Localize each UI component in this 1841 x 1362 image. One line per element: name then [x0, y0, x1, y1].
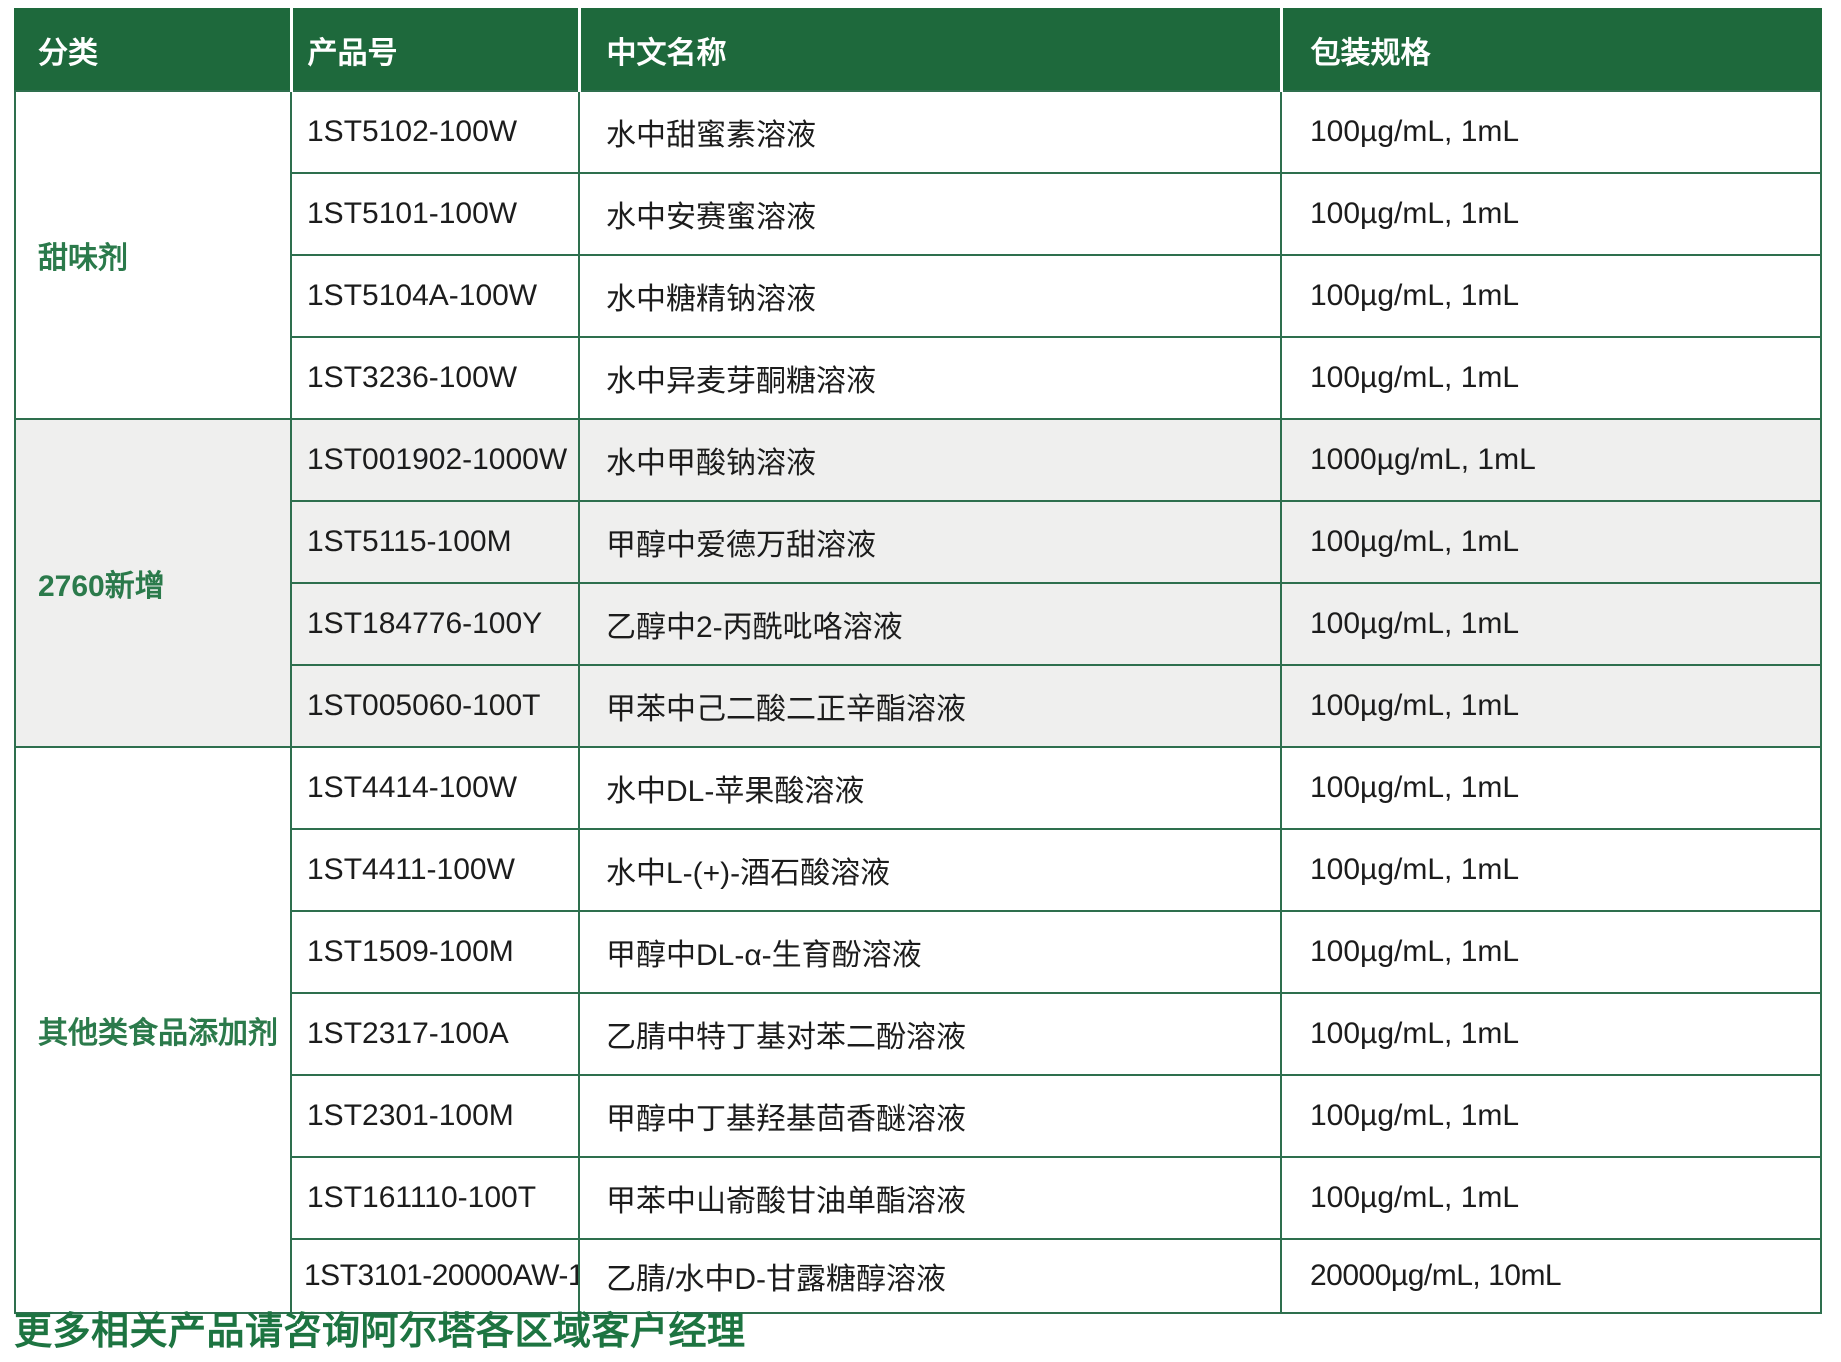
pack-spec-cell: 100µg/mL, 1mL [1280, 582, 1822, 666]
header-chinese-name: 中文名称 [577, 8, 1281, 92]
product-no-cell: 1ST2301-100M [290, 1074, 580, 1158]
pack-spec-cell: 100µg/mL, 1mL [1280, 992, 1822, 1076]
pack-spec-cell: 100µg/mL, 1mL [1280, 1074, 1822, 1158]
product-table: 分类 产品号 中文名称 包装规格 甜味剂 1ST5102-100W 水中甜蜜素溶… [14, 8, 1822, 1314]
table-row: 2760新增 1ST001902-1000W 水中甲酸钠溶液 1000µg/mL… [14, 418, 1822, 748]
pack-spec-cell: 100µg/mL, 1mL [1280, 1156, 1822, 1240]
chinese-name-cell: 水中安赛蜜溶液 [578, 172, 1282, 256]
table-row: 1ST2301-100M 甲醇中丁基羟基茴香醚溶液 100µg/mL, 1mL [15, 1074, 1822, 1158]
table-row: 其他类食品添加剂 1ST4414-100W 水中DL-苹果酸溶液 100µg/m… [14, 746, 1822, 1314]
pack-spec-cell: 100µg/mL, 1mL [1280, 746, 1822, 830]
product-no-cell: 1ST5102-100W [290, 90, 580, 174]
header-product-no: 产品号 [289, 8, 579, 92]
chinese-name-cell: 水中异麦芽酮糖溶液 [578, 336, 1282, 420]
product-no-cell: 1ST184776-100Y [290, 582, 580, 666]
table-row: 1ST161110-100T 甲苯中山嵛酸甘油单酯溶液 100µg/mL, 1m… [15, 1156, 1822, 1240]
chinese-name-cell: 甲醇中丁基羟基茴香醚溶液 [578, 1074, 1282, 1158]
product-no-cell: 1ST3236-100W [290, 336, 580, 420]
chinese-name-cell: 乙腈中特丁基对苯二酚溶液 [578, 992, 1282, 1076]
chinese-name-cell: 甲苯中己二酸二正辛酯溶液 [578, 664, 1282, 748]
product-no-cell: 1ST4411-100W [290, 828, 580, 912]
chinese-name-cell: 水中甲酸钠溶液 [578, 418, 1282, 502]
pack-spec-cell: 100µg/mL, 1mL [1280, 90, 1822, 174]
table-row: 1ST3101-20000AW-10ml 乙腈/水中D-甘露糖醇溶液 20000… [15, 1238, 1822, 1314]
chinese-name-cell: 甲醇中爱德万甜溶液 [578, 500, 1282, 584]
table-row: 1ST184776-100Y 乙醇中2-丙酰吡咯溶液 100µg/mL, 1mL [15, 582, 1822, 666]
category-cell-sweeteners: 甜味剂 [14, 90, 292, 420]
product-no-cell: 1ST001902-1000W [290, 418, 580, 502]
product-no-cell: 1ST2317-100A [290, 992, 580, 1076]
product-no-cell: 1ST161110-100T [290, 1156, 580, 1240]
category-cell-other-additives: 其他类食品添加剂 [14, 746, 292, 1314]
header-pack-spec: 包装规格 [1279, 8, 1822, 92]
pack-spec-cell: 1000µg/mL, 1mL [1280, 418, 1822, 502]
product-no-cell: 1ST5115-100M [290, 500, 580, 584]
table-row: 1ST1509-100M 甲醇中DL-α-生育酚溶液 100µg/mL, 1mL [15, 910, 1822, 994]
header-row: 分类 产品号 中文名称 包装规格 [14, 8, 1822, 92]
chinese-name-cell: 水中DL-苹果酸溶液 [578, 746, 1282, 830]
table-row: 甜味剂 1ST5102-100W 水中甜蜜素溶液 100µg/mL, 1mL [14, 90, 1822, 420]
product-no-cell: 1ST005060-100T [290, 664, 580, 748]
table-row: 1ST5115-100M 甲醇中爱德万甜溶液 100µg/mL, 1mL [15, 500, 1822, 584]
chinese-name-cell: 水中甜蜜素溶液 [578, 90, 1282, 174]
table-row: 1ST5101-100W 水中安赛蜜溶液 100µg/mL, 1mL [15, 172, 1822, 256]
product-no-cell: 1ST1509-100M [290, 910, 580, 994]
pack-spec-cell: 100µg/mL, 1mL [1280, 910, 1822, 994]
category-cell-2760-new: 2760新增 [14, 418, 292, 748]
pack-spec-cell: 20000µg/mL, 10mL [1280, 1238, 1822, 1314]
footer-note: 更多相关产品请咨询阿尔塔各区域客户经理 [14, 1311, 746, 1353]
chinese-name-cell: 甲醇中DL-α-生育酚溶液 [578, 910, 1282, 994]
table-row: 1ST4411-100W 水中L-(+)-酒石酸溶液 100µg/mL, 1mL [15, 828, 1822, 912]
chinese-name-cell: 甲苯中山嵛酸甘油单酯溶液 [578, 1156, 1282, 1240]
table-row: 1ST005060-100T 甲苯中己二酸二正辛酯溶液 100µg/mL, 1m… [15, 664, 1822, 748]
product-no-cell: 1ST5104A-100W [290, 254, 580, 338]
pack-spec-cell: 100µg/mL, 1mL [1280, 500, 1822, 584]
table-row: 1ST2317-100A 乙腈中特丁基对苯二酚溶液 100µg/mL, 1mL [15, 992, 1822, 1076]
product-no-cell: 1ST3101-20000AW-10ml [290, 1238, 580, 1314]
pack-spec-cell: 100µg/mL, 1mL [1280, 664, 1822, 748]
pack-spec-cell: 100µg/mL, 1mL [1280, 336, 1822, 420]
product-no-cell: 1ST5101-100W [290, 172, 580, 256]
chinese-name-cell: 水中糖精钠溶液 [578, 254, 1282, 338]
table-row: 1ST3236-100W 水中异麦芽酮糖溶液 100µg/mL, 1mL [15, 336, 1822, 420]
table-row: 1ST5104A-100W 水中糖精钠溶液 100µg/mL, 1mL [15, 254, 1822, 338]
header-category: 分类 [14, 8, 291, 92]
pack-spec-cell: 100µg/mL, 1mL [1280, 828, 1822, 912]
chinese-name-cell: 乙腈/水中D-甘露糖醇溶液 [578, 1238, 1282, 1314]
pack-spec-cell: 100µg/mL, 1mL [1280, 254, 1822, 338]
product-no-cell: 1ST4414-100W [290, 746, 580, 830]
pack-spec-cell: 100µg/mL, 1mL [1280, 172, 1822, 256]
chinese-name-cell: 水中L-(+)-酒石酸溶液 [578, 828, 1282, 912]
table-header: 分类 产品号 中文名称 包装规格 [14, 8, 1822, 92]
chinese-name-cell: 乙醇中2-丙酰吡咯溶液 [578, 582, 1282, 666]
